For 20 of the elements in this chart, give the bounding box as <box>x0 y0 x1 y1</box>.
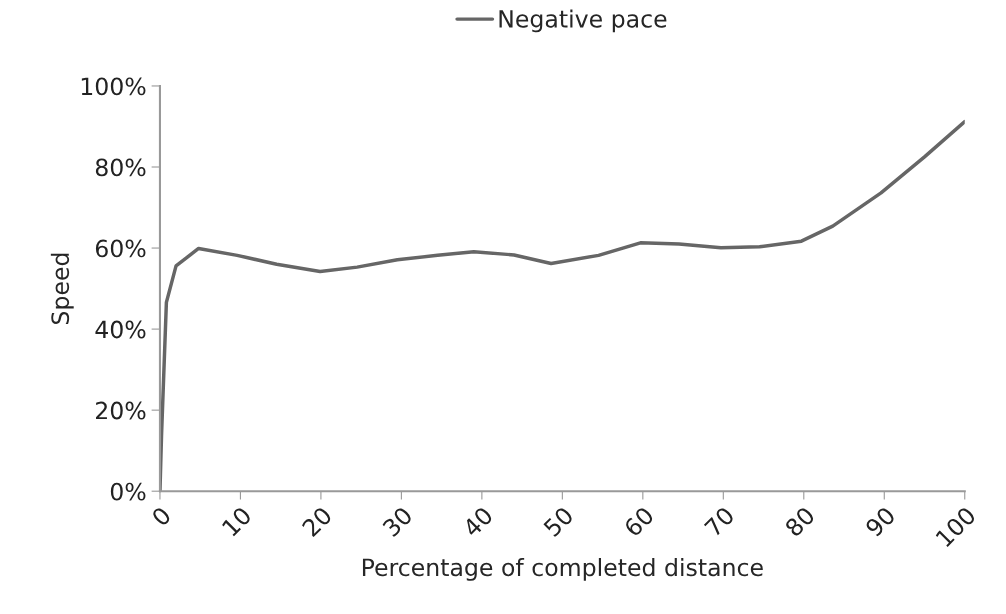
x-axis-title: Percentage of completed distance <box>362 557 763 581</box>
x-tick-label: 0 <box>150 505 172 527</box>
y-axis-title: Speed <box>50 253 74 325</box>
x-tick-label: 50 <box>542 505 575 538</box>
x-tick-label: 80 <box>783 505 816 538</box>
y-tick-label: 0% <box>110 482 146 501</box>
x-tick-label: 70 <box>703 505 736 538</box>
y-tick-label: 60% <box>95 239 146 258</box>
x-tick-label: 90 <box>864 505 897 538</box>
x-tick-label: 30 <box>381 505 414 538</box>
x-tick-label: 40 <box>461 505 494 538</box>
y-tick-label: 20% <box>96 401 146 420</box>
y-tick-label: 100% <box>81 77 146 96</box>
y-tick-label: 40% <box>95 320 146 339</box>
y-tick-label: 80% <box>95 158 146 177</box>
x-tick-label: 10 <box>221 505 253 537</box>
x-tick-label: 100 <box>935 505 977 548</box>
x-tick-label: 20 <box>301 505 333 538</box>
legend-label: Negative pace <box>499 9 667 33</box>
x-tick-label: 60 <box>623 505 655 538</box>
